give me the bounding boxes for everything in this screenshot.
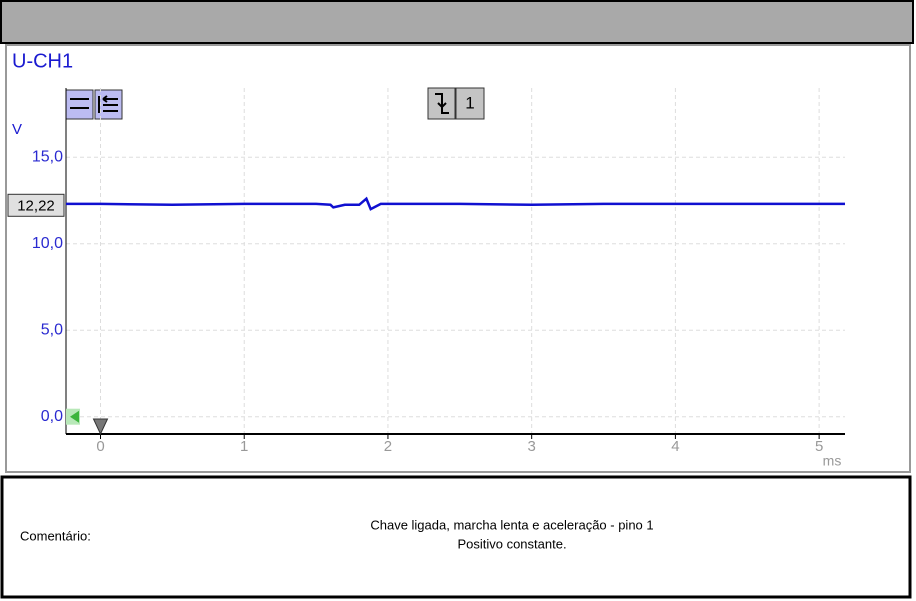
cursor-marker xyxy=(7,193,65,217)
icon xyxy=(70,98,89,109)
icon xyxy=(98,95,118,113)
button[interactable] xyxy=(65,89,94,120)
x-unit: ms xyxy=(823,453,842,469)
trigger-marker xyxy=(92,418,109,436)
zoom-buttons[interactable] xyxy=(65,89,123,120)
y-unit: V xyxy=(12,121,22,138)
x-tick-label: 1 xyxy=(240,438,248,455)
y-tick-label: 15,0 xyxy=(32,148,63,165)
x-tick-label: 0 xyxy=(96,438,104,455)
x-tick-label: 2 xyxy=(384,438,392,455)
comment-text: Positivo constante. xyxy=(457,536,566,551)
cursor-label: 12,22 xyxy=(17,197,55,214)
button[interactable] xyxy=(455,87,485,120)
zero-marker-arrow xyxy=(70,410,79,423)
icon xyxy=(435,93,449,114)
y-tick-label: 10,0 xyxy=(32,235,63,252)
comment-box xyxy=(0,475,912,599)
trigger-buttons[interactable]: 1 xyxy=(427,87,485,120)
top-bar xyxy=(0,0,914,44)
trigger-channel: 1 xyxy=(465,93,474,112)
comment-text: Chave ligada, marcha lenta e aceleração … xyxy=(370,517,653,532)
x-tick-label: 5 xyxy=(815,438,823,455)
y-tick-label: 5,0 xyxy=(41,321,63,338)
comment-label: Comentário: xyxy=(20,528,91,543)
signal-line xyxy=(66,196,845,211)
x-tick-label: 4 xyxy=(671,438,679,455)
channel-label: U-CH1 xyxy=(12,50,73,72)
x-tick-label: 3 xyxy=(528,438,536,455)
y-tick-label: 0,0 xyxy=(41,408,63,425)
